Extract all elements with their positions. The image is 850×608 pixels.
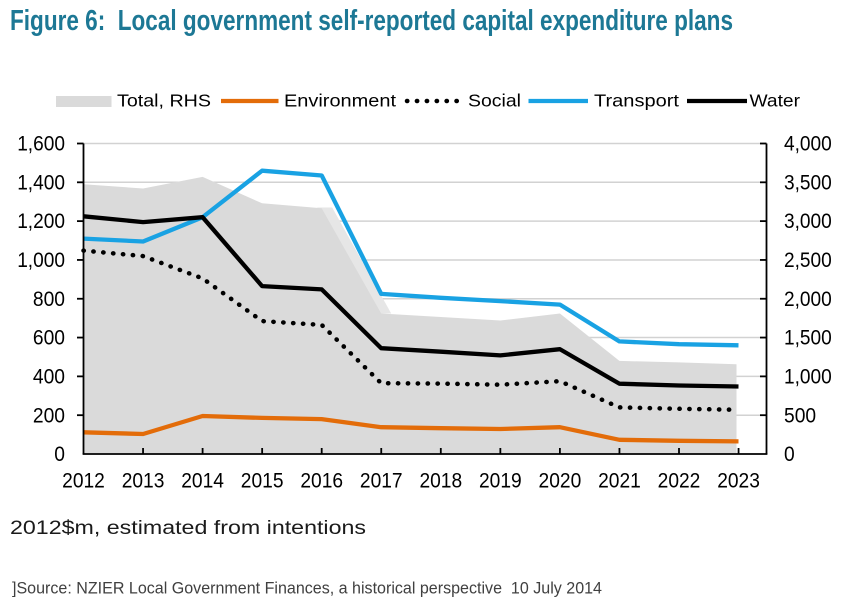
svg-text:2013: 2013: [122, 469, 165, 492]
svg-text:1,600: 1,600: [17, 133, 65, 156]
svg-text:0: 0: [54, 443, 65, 466]
svg-text:2015: 2015: [241, 469, 284, 492]
svg-text:200: 200: [33, 404, 65, 427]
svg-text:2023: 2023: [717, 469, 760, 492]
svg-text:1,000: 1,000: [784, 366, 832, 389]
svg-text:1,400: 1,400: [17, 171, 65, 194]
svg-text:1,500: 1,500: [784, 327, 832, 350]
svg-text:600: 600: [33, 327, 65, 350]
svg-text:2017: 2017: [360, 469, 403, 492]
svg-text:1,200: 1,200: [17, 210, 65, 233]
svg-text:2014: 2014: [181, 469, 224, 492]
svg-text:0: 0: [784, 443, 795, 466]
svg-text:2018: 2018: [419, 469, 462, 492]
svg-text:Figure 6: Local government se: Figure 6: Local government self-reported…: [10, 5, 733, 37]
svg-text:2019: 2019: [479, 469, 522, 492]
svg-text:Total, RHS: Total, RHS: [117, 91, 211, 111]
svg-text:Environment: Environment: [284, 91, 396, 111]
svg-text:1,000: 1,000: [17, 249, 65, 272]
svg-text:800: 800: [33, 288, 65, 311]
svg-text:Water: Water: [750, 91, 801, 111]
svg-text:2012$m, estimated from intenti: 2012$m, estimated from intentions: [10, 517, 366, 539]
svg-text:2012: 2012: [62, 469, 105, 492]
svg-text:3,000: 3,000: [784, 210, 832, 233]
svg-text:2021: 2021: [598, 469, 641, 492]
svg-text:2,500: 2,500: [784, 249, 832, 272]
svg-text:2,000: 2,000: [784, 288, 832, 311]
svg-text:2022: 2022: [658, 469, 701, 492]
svg-text:2016: 2016: [300, 469, 343, 492]
svg-text:Transport: Transport: [594, 91, 679, 111]
svg-text:]Source: NZIER Local Governmen: ]Source: NZIER Local Government Finances…: [12, 580, 602, 598]
svg-text:3,500: 3,500: [784, 171, 832, 194]
svg-text:2020: 2020: [539, 469, 582, 492]
svg-text:Social: Social: [468, 91, 521, 111]
svg-text:400: 400: [33, 366, 65, 389]
svg-text:4,000: 4,000: [784, 133, 832, 156]
svg-text:500: 500: [784, 404, 816, 427]
